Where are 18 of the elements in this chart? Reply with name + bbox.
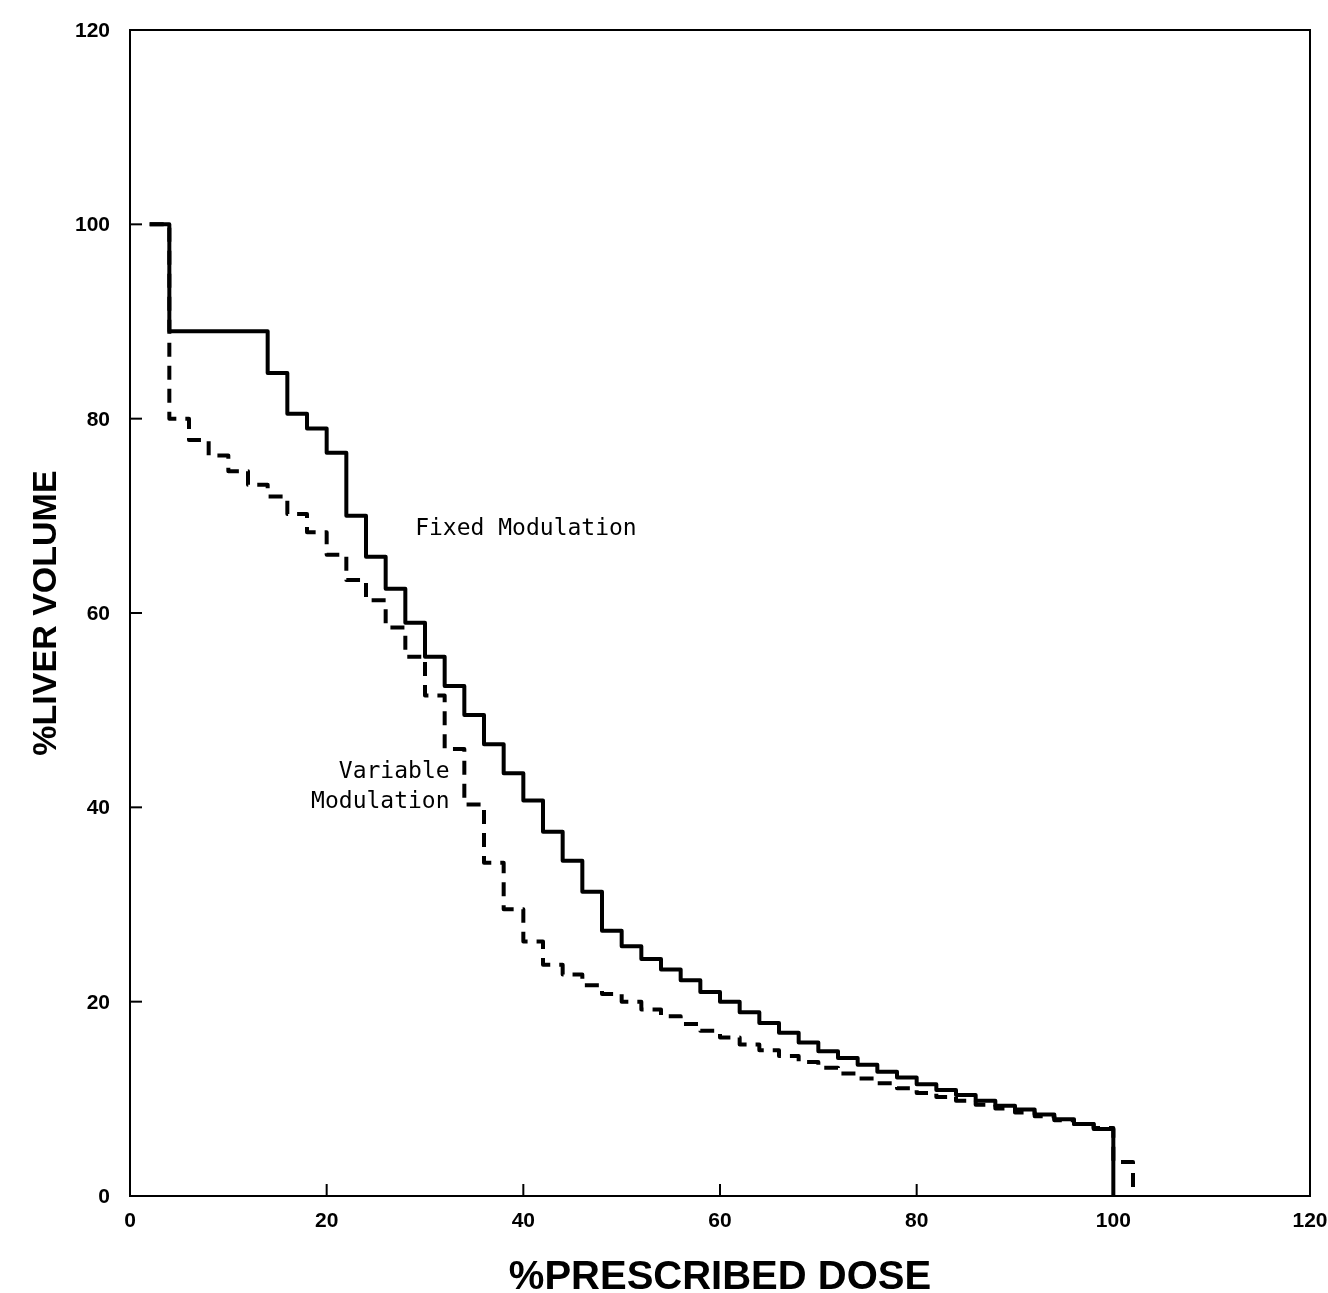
x-axis-title: %PRESCRIBED DOSE	[508, 1253, 932, 1293]
y-tick-label: 120	[74, 18, 110, 41]
x-tick-label: 120	[1292, 1208, 1328, 1231]
x-tick-label: 0	[124, 1208, 136, 1231]
y-tick-label: 40	[86, 795, 110, 819]
x-tick-label: 20	[314, 1208, 339, 1231]
y-tick-label: 80	[86, 406, 110, 430]
y-tick-label: 100	[74, 212, 110, 236]
x-tick-label: 100	[1095, 1208, 1131, 1231]
x-tick-label: 60	[708, 1208, 732, 1231]
y-tick-label: 60	[86, 601, 110, 624]
series-label: Variable Modulation	[311, 757, 450, 814]
series-label: Fixed Modulation	[415, 514, 637, 541]
y-axis-title: %LIVER VOLUME	[25, 470, 63, 756]
y-tick-label: 20	[86, 989, 110, 1013]
x-tick-label: 40	[511, 1208, 536, 1231]
y-tick-label: 0	[98, 1184, 110, 1207]
x-tick-label: 80	[904, 1208, 929, 1231]
